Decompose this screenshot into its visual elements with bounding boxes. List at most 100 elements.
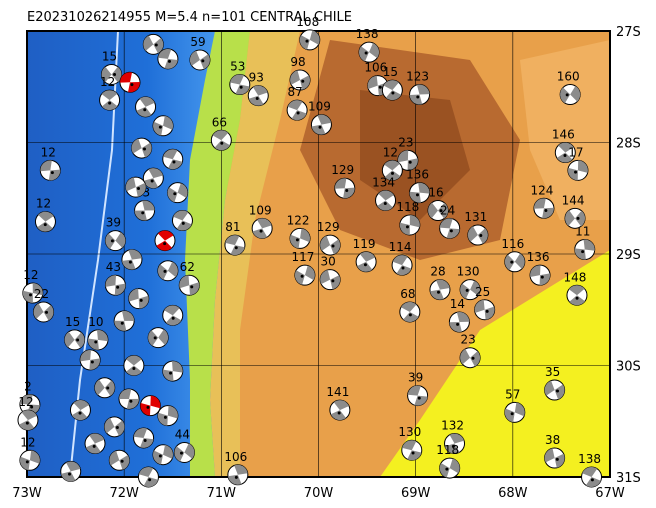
compression-quadrant bbox=[585, 477, 601, 487]
compression-quadrant bbox=[416, 84, 430, 95]
compression-quadrant bbox=[403, 311, 419, 322]
focal-mechanism bbox=[99, 89, 121, 111]
compression-quadrant bbox=[467, 226, 478, 242]
focal-mechanism bbox=[566, 284, 588, 306]
axis-dot bbox=[437, 290, 441, 294]
focal-mechanism bbox=[429, 279, 451, 301]
axis-dot bbox=[555, 457, 559, 461]
focal-mechanism bbox=[567, 159, 589, 181]
depth-label: 68 bbox=[400, 287, 415, 301]
compression-quadrant bbox=[474, 299, 485, 313]
focal-mechanism bbox=[448, 311, 470, 333]
compression-quadrant bbox=[115, 232, 126, 248]
focal-mechanism bbox=[329, 399, 351, 421]
compression-quadrant bbox=[470, 280, 481, 296]
compression-quadrant bbox=[138, 466, 154, 477]
focal-mechanism bbox=[84, 433, 106, 455]
compression-quadrant bbox=[212, 130, 229, 141]
focal-mechanism bbox=[459, 279, 481, 301]
focal-mechanism bbox=[64, 329, 86, 351]
compression-quadrant bbox=[418, 182, 430, 194]
axis-dot bbox=[465, 288, 469, 292]
compression-quadrant bbox=[257, 218, 272, 229]
axis-dot bbox=[239, 85, 243, 89]
depth-label: 136 bbox=[527, 250, 550, 264]
axis-dot bbox=[255, 96, 259, 100]
focal-mechanism bbox=[128, 288, 150, 310]
compression-quadrant bbox=[122, 310, 135, 321]
focal-mechanism bbox=[69, 399, 91, 421]
compression-quadrant bbox=[167, 405, 178, 419]
compression-quadrant bbox=[133, 427, 148, 438]
axis-dot bbox=[301, 79, 305, 83]
compression-quadrant bbox=[143, 35, 154, 51]
depth-label: 53 bbox=[230, 60, 245, 74]
compression-quadrant bbox=[409, 215, 420, 228]
compression-quadrant bbox=[61, 471, 76, 482]
compression-quadrant bbox=[143, 477, 159, 488]
axis-dot bbox=[158, 125, 162, 129]
axis-dot bbox=[130, 83, 134, 87]
depth-label: 130 bbox=[457, 265, 480, 279]
depth-label: 93 bbox=[249, 71, 264, 85]
focal-mechanism bbox=[467, 224, 489, 246]
depth-label: 106 bbox=[364, 61, 387, 75]
focal-mechanism bbox=[60, 460, 82, 482]
axis-dot bbox=[510, 260, 514, 264]
depth-label: 16 bbox=[428, 186, 443, 200]
compression-quadrant bbox=[73, 400, 90, 411]
depth-label: 148 bbox=[564, 270, 587, 284]
depth-label: 118 bbox=[396, 200, 419, 214]
compression-quadrant bbox=[125, 177, 136, 192]
depth-label: 146 bbox=[552, 128, 575, 142]
depth-label: 15 bbox=[65, 315, 80, 329]
depth-label: 44 bbox=[175, 427, 190, 441]
focal-mechanism bbox=[39, 159, 61, 181]
lon-label: 67W bbox=[595, 486, 625, 501]
focal-mechanism bbox=[439, 217, 461, 239]
compression-quadrant bbox=[104, 417, 115, 434]
depth-label: 15 bbox=[102, 49, 117, 63]
axis-dot bbox=[485, 309, 489, 313]
compression-quadrant bbox=[544, 380, 555, 396]
compression-quadrant bbox=[330, 239, 341, 255]
focal-mechanism bbox=[229, 74, 251, 96]
depth-label: 81 bbox=[225, 220, 240, 234]
focal-mechanism bbox=[401, 439, 423, 461]
focal-mechanism bbox=[319, 269, 341, 291]
axis-dot bbox=[337, 411, 341, 415]
compression-quadrant bbox=[565, 210, 576, 226]
depth-label: 130 bbox=[398, 425, 421, 439]
focal-mechanism bbox=[439, 457, 461, 479]
axis-dot bbox=[132, 367, 136, 370]
compression-quadrant bbox=[150, 395, 161, 409]
compression-quadrant bbox=[533, 198, 546, 209]
axis-dot bbox=[43, 223, 47, 227]
compression-quadrant bbox=[333, 400, 349, 411]
compression-quadrant bbox=[153, 121, 164, 136]
axis-dot bbox=[171, 316, 175, 320]
compression-quadrant bbox=[554, 384, 565, 400]
axis-dot bbox=[305, 39, 309, 43]
axis-dot bbox=[25, 460, 29, 464]
focal-mechanism bbox=[94, 377, 116, 399]
compression-quadrant bbox=[248, 95, 264, 106]
compression-quadrant bbox=[167, 261, 178, 278]
compression-quadrant bbox=[176, 220, 192, 231]
lat-label: 29S bbox=[616, 248, 641, 263]
axis-dot bbox=[139, 298, 143, 302]
compression-quadrant bbox=[139, 96, 155, 107]
compression-quadrant bbox=[369, 43, 380, 59]
compression-quadrant bbox=[135, 182, 146, 197]
lat-label: 28S bbox=[616, 137, 641, 152]
focal-mechanism bbox=[399, 214, 421, 236]
axis-dot bbox=[590, 478, 594, 482]
compression-quadrant bbox=[152, 450, 164, 465]
compression-quadrant bbox=[320, 269, 331, 285]
focal-mechanism bbox=[358, 41, 380, 63]
focal-mechanism bbox=[134, 200, 156, 222]
focal-mechanism bbox=[294, 264, 316, 286]
axis-dot bbox=[259, 229, 263, 233]
depth-label: 119 bbox=[353, 237, 376, 251]
